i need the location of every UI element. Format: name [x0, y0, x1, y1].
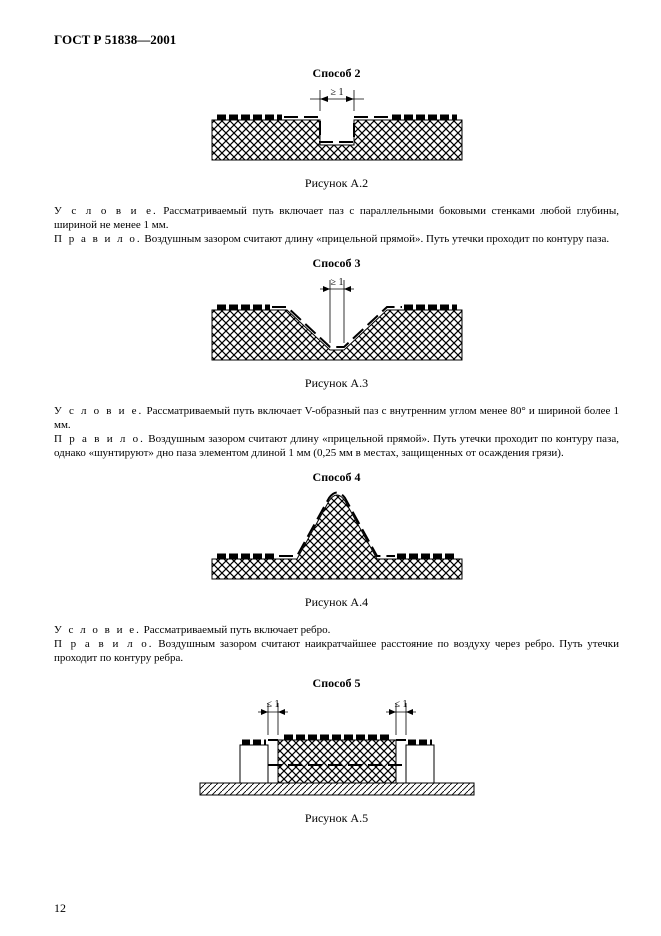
figure-a5: Способ 5: [54, 676, 619, 826]
condition-label: У с л о в и е.: [54, 405, 143, 417]
figure-a4-title: Способ 4: [54, 470, 619, 485]
text-block-a2: У с л о в и е. Рассматриваемый путь вклю…: [54, 205, 619, 246]
rule-label: П р а в и л о.: [54, 638, 154, 650]
figure-a2-caption: Рисунок А.2: [54, 176, 619, 191]
figure-a5-svg: ≤ 1 ≤ 1: [192, 695, 482, 800]
page: ГОСТ Р 51838—2001 Способ 2: [0, 0, 661, 936]
rule-label: П р а в и л о.: [54, 433, 145, 445]
rule-label: П р а в и л о.: [54, 233, 142, 245]
rule-text: Воздушным зазором считают длину «прицель…: [142, 233, 610, 245]
figure-a5-title: Способ 5: [54, 676, 619, 691]
text-block-a4: У с л о в и е. Рассматриваемый путь вклю…: [54, 624, 619, 665]
figure-a2-svg: ≥ 1: [202, 85, 472, 165]
figure-a3-caption: Рисунок А.3: [54, 376, 619, 391]
figure-a2-title: Способ 2: [54, 66, 619, 81]
figure-a4-caption: Рисунок А.4: [54, 595, 619, 610]
condition-text: Рассматриваемый путь включает ребро.: [141, 624, 331, 636]
figure-a3-title: Способ 3: [54, 256, 619, 271]
condition-label: У с л о в и е.: [54, 624, 141, 636]
figure-a3: Способ 3 ≥ 1 Рисунок А.3: [54, 256, 619, 391]
text-block-a3: У с л о в и е. Рассматриваемый путь вклю…: [54, 405, 619, 460]
page-number: 12: [54, 901, 66, 916]
document-header: ГОСТ Р 51838—2001: [54, 32, 619, 48]
dim-label-left: ≤ 1: [266, 699, 279, 710]
figure-a4-svg: [202, 489, 472, 584]
figure-a3-svg: ≥ 1: [202, 275, 472, 365]
figure-a2: Способ 2 ≥ 1 Рисунок А.2: [54, 66, 619, 191]
dim-label-right: ≤ 1: [394, 699, 407, 710]
dim-label: ≥ 1: [330, 87, 343, 98]
figure-a4: Способ 4 Рисунок А.4: [54, 470, 619, 610]
figure-a5-caption: Рисунок А.5: [54, 811, 619, 826]
condition-label: У с л о в и е.: [54, 205, 158, 217]
dim-label: ≥ 1: [330, 277, 343, 288]
